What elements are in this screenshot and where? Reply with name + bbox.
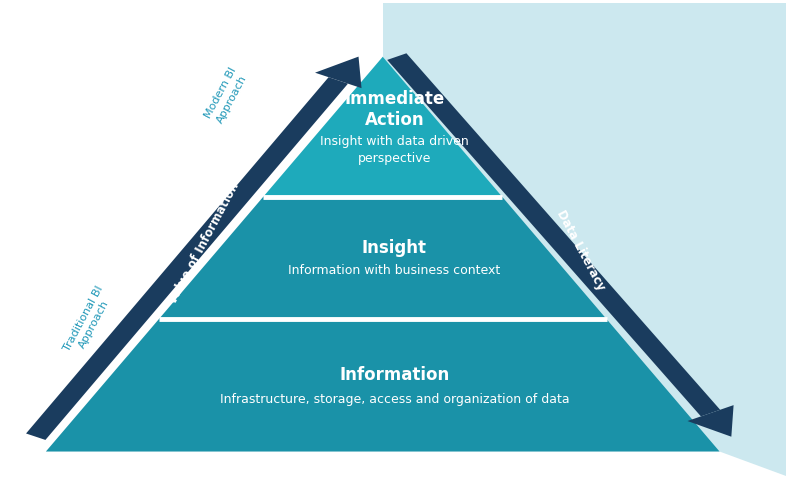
Polygon shape (383, 0, 786, 476)
Text: Information with business context: Information with business context (288, 264, 501, 277)
Polygon shape (315, 57, 361, 88)
Text: Traditional BI
Approach: Traditional BI Approach (62, 284, 116, 359)
Polygon shape (159, 196, 607, 319)
Polygon shape (264, 57, 502, 196)
Text: Modern BI
Approach: Modern BI Approach (203, 66, 249, 126)
Polygon shape (687, 405, 734, 436)
Text: Infrastructure, storage, access and organization of data: Infrastructure, storage, access and orga… (219, 392, 570, 406)
Polygon shape (46, 319, 720, 451)
Text: Immediate
Action: Immediate Action (344, 90, 445, 129)
Polygon shape (26, 77, 348, 440)
Polygon shape (387, 53, 720, 416)
Text: Insight with data driven
perspective: Insight with data driven perspective (320, 135, 469, 165)
Text: Insight: Insight (362, 239, 427, 257)
Text: Information: Information (339, 366, 450, 383)
Text: Data Literacy: Data Literacy (554, 208, 608, 293)
Text: Value of Information: Value of Information (166, 180, 242, 307)
Bar (383, 0, 786, 57)
